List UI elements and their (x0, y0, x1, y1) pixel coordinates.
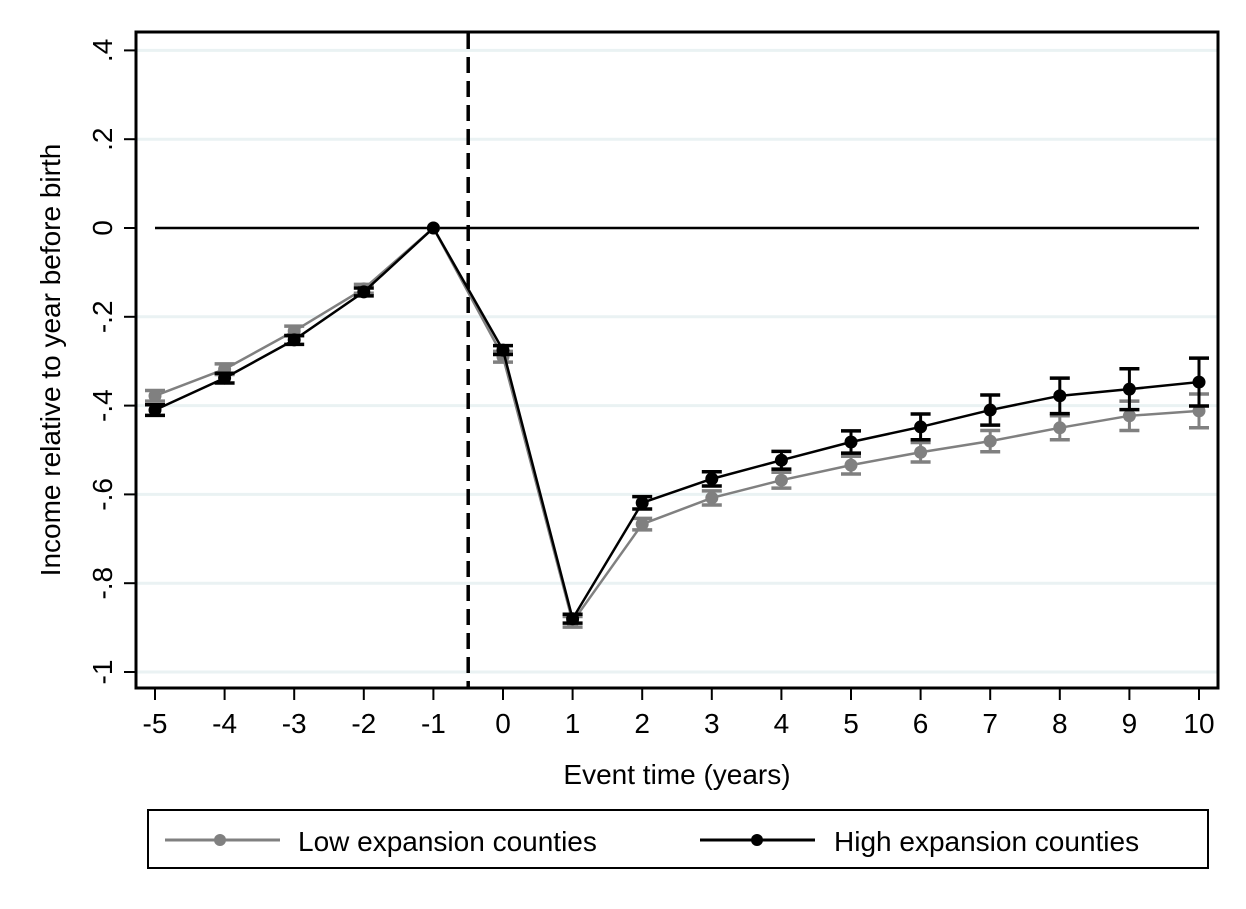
legend-marker-low (214, 834, 226, 846)
legend: Low expansion counties High expansion co… (147, 809, 1209, 869)
series-low (145, 221, 1209, 629)
x-tick-label: -5 (143, 708, 168, 739)
data-point (983, 434, 997, 448)
x-tick-label: 8 (1052, 708, 1068, 739)
x-tick-label: 2 (634, 708, 650, 739)
x-tick-label: 5 (843, 708, 859, 739)
legend-box (147, 809, 1209, 869)
data-point (914, 420, 928, 434)
data-point (1122, 409, 1136, 423)
x-tick-label: -1 (421, 708, 446, 739)
data-point (705, 472, 719, 486)
data-point (566, 612, 580, 626)
legend-marker-high (751, 834, 763, 846)
x-tick-label: 6 (913, 708, 929, 739)
y-tick-label: -1 (87, 660, 118, 685)
data-point (983, 403, 997, 417)
x-axis-label: Event time (years) (563, 759, 790, 790)
data-point (1192, 375, 1206, 389)
x-tick-label: -4 (212, 708, 237, 739)
y-tick-label: .2 (87, 128, 118, 151)
y-tick-label: -.8 (87, 567, 118, 600)
data-point (287, 333, 301, 347)
y-tick-label: .4 (87, 39, 118, 62)
x-tick-label: 1 (565, 708, 581, 739)
x-tick-label: 3 (704, 708, 720, 739)
data-point (1053, 421, 1067, 435)
data-point (1053, 389, 1067, 403)
y-tick-label: -.4 (87, 389, 118, 422)
data-point (357, 285, 371, 299)
series-high (145, 221, 1209, 626)
x-tick-label: -2 (351, 708, 376, 739)
data-point (774, 453, 788, 467)
data-point (1122, 382, 1136, 396)
data-point (148, 403, 162, 417)
y-axis-label: Income relative to year before birth (35, 144, 66, 577)
series-line-high (154, 226, 1200, 622)
data-point (148, 389, 162, 403)
legend-label-high: High expansion counties (834, 826, 1139, 857)
y-tick-label: 0 (87, 220, 118, 236)
x-tick-label: 9 (1122, 708, 1138, 739)
x-tick-label: 0 (495, 708, 511, 739)
data-point (844, 435, 858, 449)
data-point (705, 491, 719, 505)
x-tick-label: 10 (1183, 708, 1214, 739)
data-point (218, 371, 232, 385)
data-point (844, 458, 858, 472)
x-tick-label: 7 (982, 708, 998, 739)
data-point (774, 473, 788, 487)
data-point (635, 517, 649, 531)
data-point (635, 496, 649, 510)
plot-frame (134, 30, 1220, 690)
data-point (496, 343, 510, 357)
x-tick-label: 4 (774, 708, 790, 739)
x-tick-label: -3 (282, 708, 307, 739)
y-tick-label: -.2 (87, 300, 118, 333)
legend-label-low: Low expansion counties (298, 826, 597, 857)
data-point (914, 445, 928, 459)
series-line-low (154, 226, 1200, 625)
data-point (426, 221, 440, 235)
y-tick-label: -.6 (87, 478, 118, 511)
